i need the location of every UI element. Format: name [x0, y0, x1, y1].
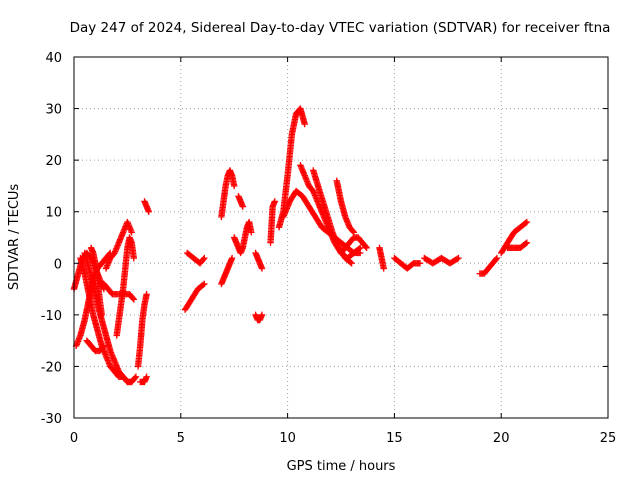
data-point — [493, 254, 501, 262]
series-arc-6 — [87, 244, 105, 319]
data-point — [132, 373, 140, 380]
data-point — [349, 228, 357, 235]
data-point — [129, 295, 137, 302]
data-point — [258, 311, 266, 319]
series-arc-21 — [267, 198, 278, 246]
data-point — [231, 182, 238, 190]
series-arc-10 — [134, 291, 150, 370]
series-arc-29 — [391, 254, 424, 272]
data-point — [258, 265, 266, 272]
data-point — [363, 244, 370, 252]
axis-ticks: 0 5 10 15 20 25 -30 -20 -10 0 10 20 30 40 — [41, 51, 617, 446]
data-point — [522, 219, 529, 227]
data-point — [523, 239, 531, 246]
series-arc-16 — [218, 167, 238, 221]
data-point — [492, 255, 500, 263]
data-point — [200, 255, 207, 263]
data-point — [130, 254, 138, 262]
data-point — [143, 373, 150, 380]
data-point — [100, 342, 108, 349]
data-point — [228, 254, 236, 262]
data-point — [523, 218, 531, 226]
y-tick-label: -30 — [41, 412, 62, 427]
data-point — [248, 229, 255, 236]
data-point — [347, 259, 354, 266]
x-tick-label: 5 — [177, 431, 185, 446]
y-tick-label: 0 — [54, 257, 62, 272]
data-point — [355, 245, 363, 252]
series-arc-20 — [252, 249, 266, 272]
series-arc-15 — [218, 254, 236, 288]
series-arc-12 — [141, 198, 152, 215]
data-point — [362, 243, 369, 250]
x-tick-label: 15 — [386, 431, 403, 446]
x-tick-label: 20 — [493, 431, 510, 446]
series-arc-18 — [235, 193, 246, 210]
series-arc-17 — [231, 218, 255, 257]
y-tick-label: 40 — [45, 51, 62, 66]
data-point — [271, 198, 278, 205]
data-point — [99, 343, 107, 351]
series-arc-27 — [337, 234, 370, 257]
data-point — [143, 291, 150, 298]
series-arc-9 — [113, 234, 138, 339]
data-point — [357, 244, 364, 252]
series-arc-14 — [184, 249, 208, 267]
series-arc-32 — [498, 218, 531, 257]
grid-lines — [74, 57, 608, 418]
y-tick-label: 30 — [45, 103, 62, 118]
data-point — [455, 254, 462, 262]
data-point — [201, 254, 208, 262]
data-point — [416, 260, 424, 267]
plot-frame — [73, 56, 609, 419]
x-tick-label: 10 — [279, 431, 296, 446]
y-tick-label: -10 — [41, 309, 62, 324]
series-arc-11 — [137, 373, 150, 386]
data-point — [145, 208, 152, 215]
y-axis-label: SDTVAR / TECUs — [7, 184, 22, 291]
data-point — [128, 229, 135, 236]
series-arc-33 — [504, 239, 531, 252]
y-tick-label: -20 — [41, 360, 62, 375]
series-arc-8 — [102, 218, 135, 272]
data-point — [239, 203, 246, 210]
series-arc-30 — [421, 254, 462, 267]
series-arc-5 — [83, 337, 108, 355]
data-point — [380, 265, 387, 272]
y-tick-label: 10 — [45, 206, 62, 221]
data-point — [301, 120, 308, 128]
data-point — [522, 240, 529, 247]
series-arc-13 — [181, 280, 208, 313]
data-point — [348, 260, 355, 267]
series-arc-26 — [333, 177, 358, 236]
y-tick-label: 20 — [45, 154, 62, 169]
data-point — [200, 281, 207, 288]
series-arc-31 — [476, 254, 501, 277]
x-tick-label: 25 — [600, 431, 617, 446]
data-point — [131, 374, 139, 381]
series-arc-28 — [376, 244, 387, 272]
x-tick-label: 0 — [70, 431, 78, 446]
data-point — [98, 311, 105, 319]
data-points — [70, 105, 531, 386]
x-axis-label: GPS time / hours — [287, 459, 396, 474]
data-point — [454, 255, 461, 263]
series-arc-22 — [275, 105, 308, 231]
series-arc-19 — [252, 311, 266, 324]
data-point — [130, 296, 138, 303]
chart-title: Day 247 of 2024, Sidereal Day-to-day VTE… — [70, 20, 611, 36]
data-point — [201, 280, 208, 288]
